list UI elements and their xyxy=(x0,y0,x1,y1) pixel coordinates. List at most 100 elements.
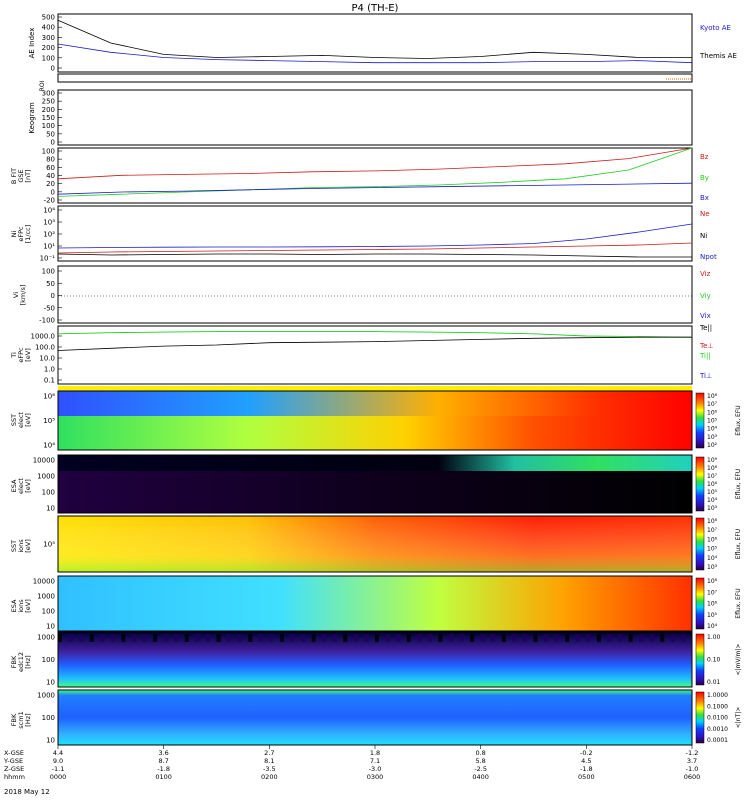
esa_e-colorbar-label: Eflux, EFU xyxy=(735,469,742,499)
sst_e-tick: 10⁵ xyxy=(43,417,55,425)
esa_e-colorbar-tick: 10³ xyxy=(707,505,718,512)
fbk1-streak xyxy=(522,634,527,642)
esa_e-spectrogram: ESA elect [eV]1000010001001010⁹10⁸10⁷10⁶10… xyxy=(10,454,742,514)
fbk2-colorbar-tick: 0.0001 xyxy=(707,737,728,744)
esa_e-tick: 100 xyxy=(42,489,55,497)
bz-line xyxy=(57,147,693,180)
esa_i-tick: 100 xyxy=(42,608,55,616)
bfit-frame xyxy=(57,147,693,204)
sst_e-ylabel-line: SST xyxy=(10,414,18,426)
fbk1-tick: 10 xyxy=(46,679,55,687)
orbit-value: 4.5 xyxy=(581,757,591,765)
sst_e-tick: 10⁶ xyxy=(43,393,55,401)
sst_i-colorbar-tick: 10⁴ xyxy=(707,555,718,562)
fbk1-streak xyxy=(58,634,62,642)
orbit-value: 0600 xyxy=(684,773,701,781)
esa_i-spectrogram: ESA ions [eV] 10000 1000 100 10 10⁸ 10⁷ 10⁶ 10⁵ 10⁴… xyxy=(10,575,742,632)
esa_e-colorbar-tick: 10⁸ xyxy=(707,465,718,472)
fbk1-streak xyxy=(385,634,390,642)
fbk1-streak xyxy=(448,634,453,642)
fbk1-tick: 100 xyxy=(42,656,55,664)
legend-ni: Ni xyxy=(700,232,707,240)
sst_e-ylabel-line: elect xyxy=(17,412,25,428)
fbk2-colorbar-tick: 0.0010 xyxy=(707,726,728,733)
spectrogram-panels: SST elect [eV]10⁶10⁵10⁴10⁸10⁷10⁶10⁵10⁴10³1… xyxy=(10,386,742,746)
fbk1-streak xyxy=(121,634,126,642)
ae-tick: 300 xyxy=(42,34,55,42)
fbk1-streak xyxy=(660,634,665,642)
fbk1-streak xyxy=(279,634,284,642)
ni-frame xyxy=(57,205,693,262)
fbk1-streak xyxy=(68,634,73,642)
ae-ylabel: AE Index xyxy=(28,28,36,59)
roi-panel: ROI xyxy=(39,73,693,91)
orbit-value: 5.8 xyxy=(475,757,485,765)
fbk2-colorbar-tick: 0.1000 xyxy=(707,703,728,710)
ti-ylabel-line: [eV] xyxy=(24,348,32,362)
vi-tick: -50 xyxy=(44,304,55,312)
fbk1-streak xyxy=(237,634,242,642)
orbit-row-label: Y-GSE xyxy=(3,757,23,765)
fbk1-streak xyxy=(131,634,136,642)
ti-tick: 1000.0 xyxy=(31,333,56,341)
legend-ti-perp: Ti⊥ xyxy=(699,372,712,380)
ni-tick: 10⁴ xyxy=(43,207,55,215)
fbk1-streak xyxy=(301,634,306,642)
orbit-value: 0.8 xyxy=(475,749,485,757)
fbk1-streak xyxy=(417,634,422,642)
esa_e-tick: 10000 xyxy=(33,457,55,465)
esa_i-spectrogram-fill xyxy=(58,576,692,631)
sst_e-spectrogram: SST elect [eV]10⁶10⁵10⁴10⁸10⁷10⁶10⁵10⁴10³1… xyxy=(10,390,742,451)
bfit-ylabel-line: GSE xyxy=(17,169,25,182)
te-parallel-line xyxy=(57,336,692,351)
keogram-tick: 0 xyxy=(51,139,55,147)
ti-tick: 100.0 xyxy=(35,344,55,352)
fbk2-ylabel-line: scm1 xyxy=(17,711,25,728)
bfit-ylabel-line: [nT] xyxy=(24,169,32,182)
sst_i-colorbar-tick: 10⁷ xyxy=(707,527,718,534)
vi-frame xyxy=(57,265,693,324)
fbk1-streak xyxy=(670,634,675,642)
ti-tick: 1.0 xyxy=(44,366,55,374)
bfit-tick: 40 xyxy=(46,172,55,180)
orbit-value: 8.1 xyxy=(264,757,274,765)
legend-viy: Viy xyxy=(700,292,711,300)
esa_i-colorbar xyxy=(695,577,705,630)
fbk1-streak xyxy=(586,634,591,642)
date-label: 2018 May 12 xyxy=(4,788,50,796)
keogram-tick: 50 xyxy=(46,130,55,138)
bfit-tick: 20 xyxy=(46,180,55,188)
esa_e-tick: 10 xyxy=(46,505,55,513)
fbk1-streak xyxy=(618,634,623,642)
fbk1-colorbar-label: <|mV/m|> xyxy=(735,644,742,676)
vi-ylabel-line: Vi xyxy=(12,292,20,298)
sst_e-colorbar-tick: 10⁶ xyxy=(707,409,718,416)
orbit-value: 0400 xyxy=(472,773,489,781)
ni-ylabel-line: [1/cc] xyxy=(24,225,32,244)
fbk1-ylabel-line: [Hz] xyxy=(24,655,32,668)
ni-tick: 10⁻¹ xyxy=(40,255,56,263)
sst_e-colorbar xyxy=(695,392,705,449)
sst_i-colorbar-tick: 10⁶ xyxy=(707,536,718,543)
ni-ylabel-line: eFPc xyxy=(17,226,25,242)
ti-panel: Ti eFPc [eV] 1000.0 100.0 10.0 1.0 0.1 Te|| Te… xyxy=(10,324,714,385)
sst_i-ylabel-line: [eV] xyxy=(24,539,32,553)
ni-tick-labels: 10⁴ 10³ 10² 10¹ 10⁻¹ xyxy=(40,207,62,263)
esa_e-colorbar xyxy=(695,456,705,512)
legend-ne: Ne xyxy=(700,210,710,218)
ae-tick-labels: 500 400 300 200 100 0 xyxy=(42,14,62,73)
esa_i-colorbar-tick: 10⁴ xyxy=(707,623,718,630)
ae-frame xyxy=(57,13,693,73)
esa_e-colorbar-tick: 10⁹ xyxy=(707,457,718,464)
fbk1-streak xyxy=(290,634,295,642)
esa_i-tick: 1000 xyxy=(37,593,55,601)
fbk2-colorbar xyxy=(695,691,705,744)
esa_i-colorbar-tick: 10⁸ xyxy=(707,578,718,585)
orbit-value: 3.7 xyxy=(687,757,697,765)
ti-ylabel: Ti eFPc [eV] xyxy=(10,347,32,363)
esa_i-colorbar-label: Eflux, EFU xyxy=(735,588,742,618)
orbit-row-label: X-GSE xyxy=(4,749,24,757)
fbk1-streak xyxy=(343,634,348,642)
fbk1-ylabel-line: FBK xyxy=(10,655,18,668)
